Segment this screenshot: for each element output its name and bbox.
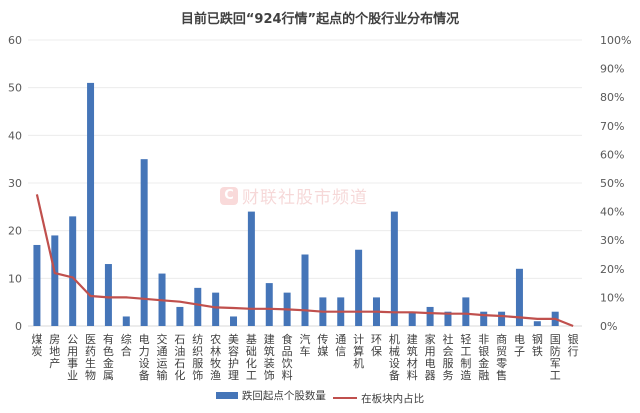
bar <box>426 306 434 326</box>
x-category-label: 有色金属 <box>103 332 114 382</box>
y-right-tick: 40% <box>600 206 624 219</box>
y-right-tick: 70% <box>600 120 624 133</box>
x-category-label: 非银金融 <box>478 333 489 382</box>
bar <box>265 283 273 326</box>
y-left-tick: 40 <box>8 129 22 142</box>
bar <box>498 311 506 326</box>
legend-item-line: 在板块内占比 <box>333 391 424 406</box>
x-category-label: 综合 <box>121 332 132 358</box>
bar <box>515 268 523 326</box>
bar <box>176 306 184 326</box>
x-category-label: 环保 <box>371 333 382 358</box>
x-category-label: 钢铁 <box>532 333 543 358</box>
legend-label-bar: 跌回起点个股数量 <box>241 390 326 402</box>
bar <box>408 311 416 326</box>
bar <box>230 316 238 326</box>
x-category-label: 通信 <box>335 333 346 358</box>
bar <box>355 249 363 326</box>
bar <box>194 287 202 326</box>
y-left-tick: 10 <box>8 272 22 285</box>
legend-item-bar: 跌回起点个股数量 <box>215 388 326 403</box>
x-category-label: 纺织服饰 <box>192 332 203 382</box>
y-left-tick: 0 <box>15 320 22 333</box>
x-category-label: 机械设备 <box>389 332 400 382</box>
bar <box>390 211 398 326</box>
watermark: C 财联社股市频道 <box>220 183 368 208</box>
bar <box>140 159 148 326</box>
bar-swatch-icon <box>215 392 238 399</box>
x-category-label: 传媒 <box>317 333 328 358</box>
x-category-label: 商贸零售 <box>496 332 507 382</box>
y-right-tick: 10% <box>600 291 624 304</box>
x-category-label: 房地产 <box>49 333 60 370</box>
x-category-label: 公用事业 <box>67 333 78 382</box>
y-right-tick: 30% <box>600 234 624 247</box>
line-swatch-icon <box>333 397 358 399</box>
x-category-label: 电力设备 <box>139 333 150 382</box>
bar <box>480 311 488 326</box>
bar <box>51 235 59 326</box>
y-right-tick: 20% <box>600 263 624 276</box>
y-left-tick: 30 <box>8 177 22 190</box>
y-right-tick: 60% <box>600 148 624 161</box>
watermark-text: 财联社股市频道 <box>242 188 368 208</box>
y-left-tick: 20 <box>8 225 22 238</box>
ratio-line <box>35 194 574 328</box>
x-category-label: 银行 <box>568 332 579 358</box>
x-category-label: 建筑材料 <box>407 332 418 382</box>
x-category-label: 电子 <box>514 333 525 358</box>
y-right-tick: 80% <box>600 91 624 104</box>
bar <box>247 211 255 326</box>
bar <box>444 311 452 326</box>
x-category-label: 国防军工 <box>550 333 561 382</box>
bar <box>462 297 470 326</box>
x-category-label: 计算机 <box>353 333 364 370</box>
x-category-label: 汽车 <box>300 332 311 358</box>
x-category-label: 食品饮料 <box>282 332 293 382</box>
y-right-tick: 90% <box>600 63 624 76</box>
cls-logo-icon: C <box>220 186 238 205</box>
y-right-tick: 100% <box>600 34 631 47</box>
bar <box>301 254 309 326</box>
x-category-label: 社会服务 <box>442 332 453 382</box>
bar <box>212 292 220 326</box>
x-category-label: 轻工制造 <box>460 332 471 382</box>
y-left-tick: 60 <box>8 34 22 47</box>
x-category-label: 交通运输 <box>157 332 168 382</box>
legend-label-line: 在板块内占比 <box>361 392 425 405</box>
bar <box>122 316 130 326</box>
x-category-label: 石油石化 <box>174 333 185 382</box>
legend: 跌回起点个股数量 在板块内占比 <box>0 388 640 406</box>
x-category-label: 基础化工 <box>246 333 257 382</box>
x-category-label: 美容护理 <box>228 333 239 382</box>
bar <box>87 82 95 327</box>
y-left-tick: 50 <box>8 82 22 95</box>
bar <box>33 244 41 326</box>
x-category-label: 建筑装饰 <box>264 332 275 382</box>
x-category-label: 医药生物 <box>85 333 96 382</box>
bar <box>69 216 77 326</box>
x-category-label: 家用电器 <box>425 332 436 382</box>
x-category-label: 农林牧渔 <box>210 332 221 382</box>
y-right-tick: 50% <box>600 177 624 190</box>
y-right-tick: 0% <box>600 320 617 333</box>
bar <box>533 321 541 326</box>
x-category-label: 煤炭 <box>31 333 42 358</box>
bar <box>104 264 112 326</box>
chart-title: 目前已跌回“924行情”起点的个股行业分布情况 <box>180 12 460 27</box>
